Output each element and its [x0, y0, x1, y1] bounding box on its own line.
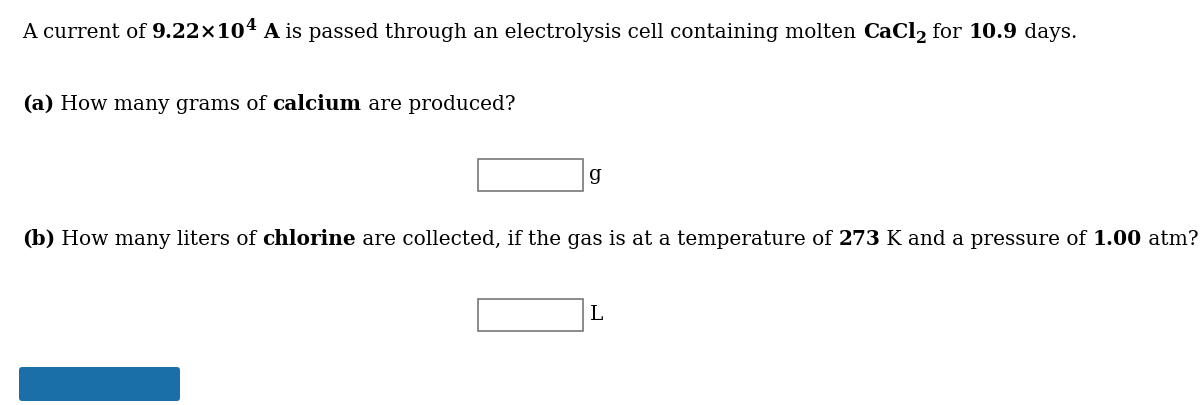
- Bar: [478, 299, 582, 331]
- Text: K and a pressure of: K and a pressure of: [881, 230, 1093, 249]
- Text: are collected, if the gas is at a temperature of: are collected, if the gas is at a temper…: [356, 230, 839, 249]
- Text: (b): (b): [22, 229, 55, 249]
- Text: for: for: [926, 23, 968, 42]
- FancyBboxPatch shape: [19, 367, 180, 401]
- Text: 4: 4: [246, 17, 257, 34]
- Text: are produced?: are produced?: [361, 95, 515, 114]
- Text: CaCl: CaCl: [863, 22, 916, 42]
- Bar: [478, 159, 582, 191]
- Text: calcium: calcium: [272, 94, 361, 114]
- Text: A: A: [257, 22, 280, 42]
- Text: 10.9: 10.9: [968, 22, 1018, 42]
- Text: 273: 273: [839, 229, 881, 249]
- Text: 1.00: 1.00: [1093, 229, 1142, 249]
- Text: g: g: [589, 165, 602, 184]
- Text: How many liters of: How many liters of: [55, 230, 263, 249]
- Text: (a): (a): [22, 94, 54, 114]
- Text: How many grams of: How many grams of: [54, 95, 272, 114]
- Text: is passed through an electrolysis cell containing molten: is passed through an electrolysis cell c…: [280, 23, 863, 42]
- Text: 2: 2: [916, 30, 926, 47]
- Text: 9.22×10: 9.22×10: [152, 22, 246, 42]
- Text: A current of: A current of: [22, 23, 152, 42]
- Text: atm?: atm?: [1142, 230, 1199, 249]
- Text: L: L: [589, 305, 602, 324]
- Text: days.: days.: [1018, 23, 1078, 42]
- Text: chlorine: chlorine: [263, 229, 356, 249]
